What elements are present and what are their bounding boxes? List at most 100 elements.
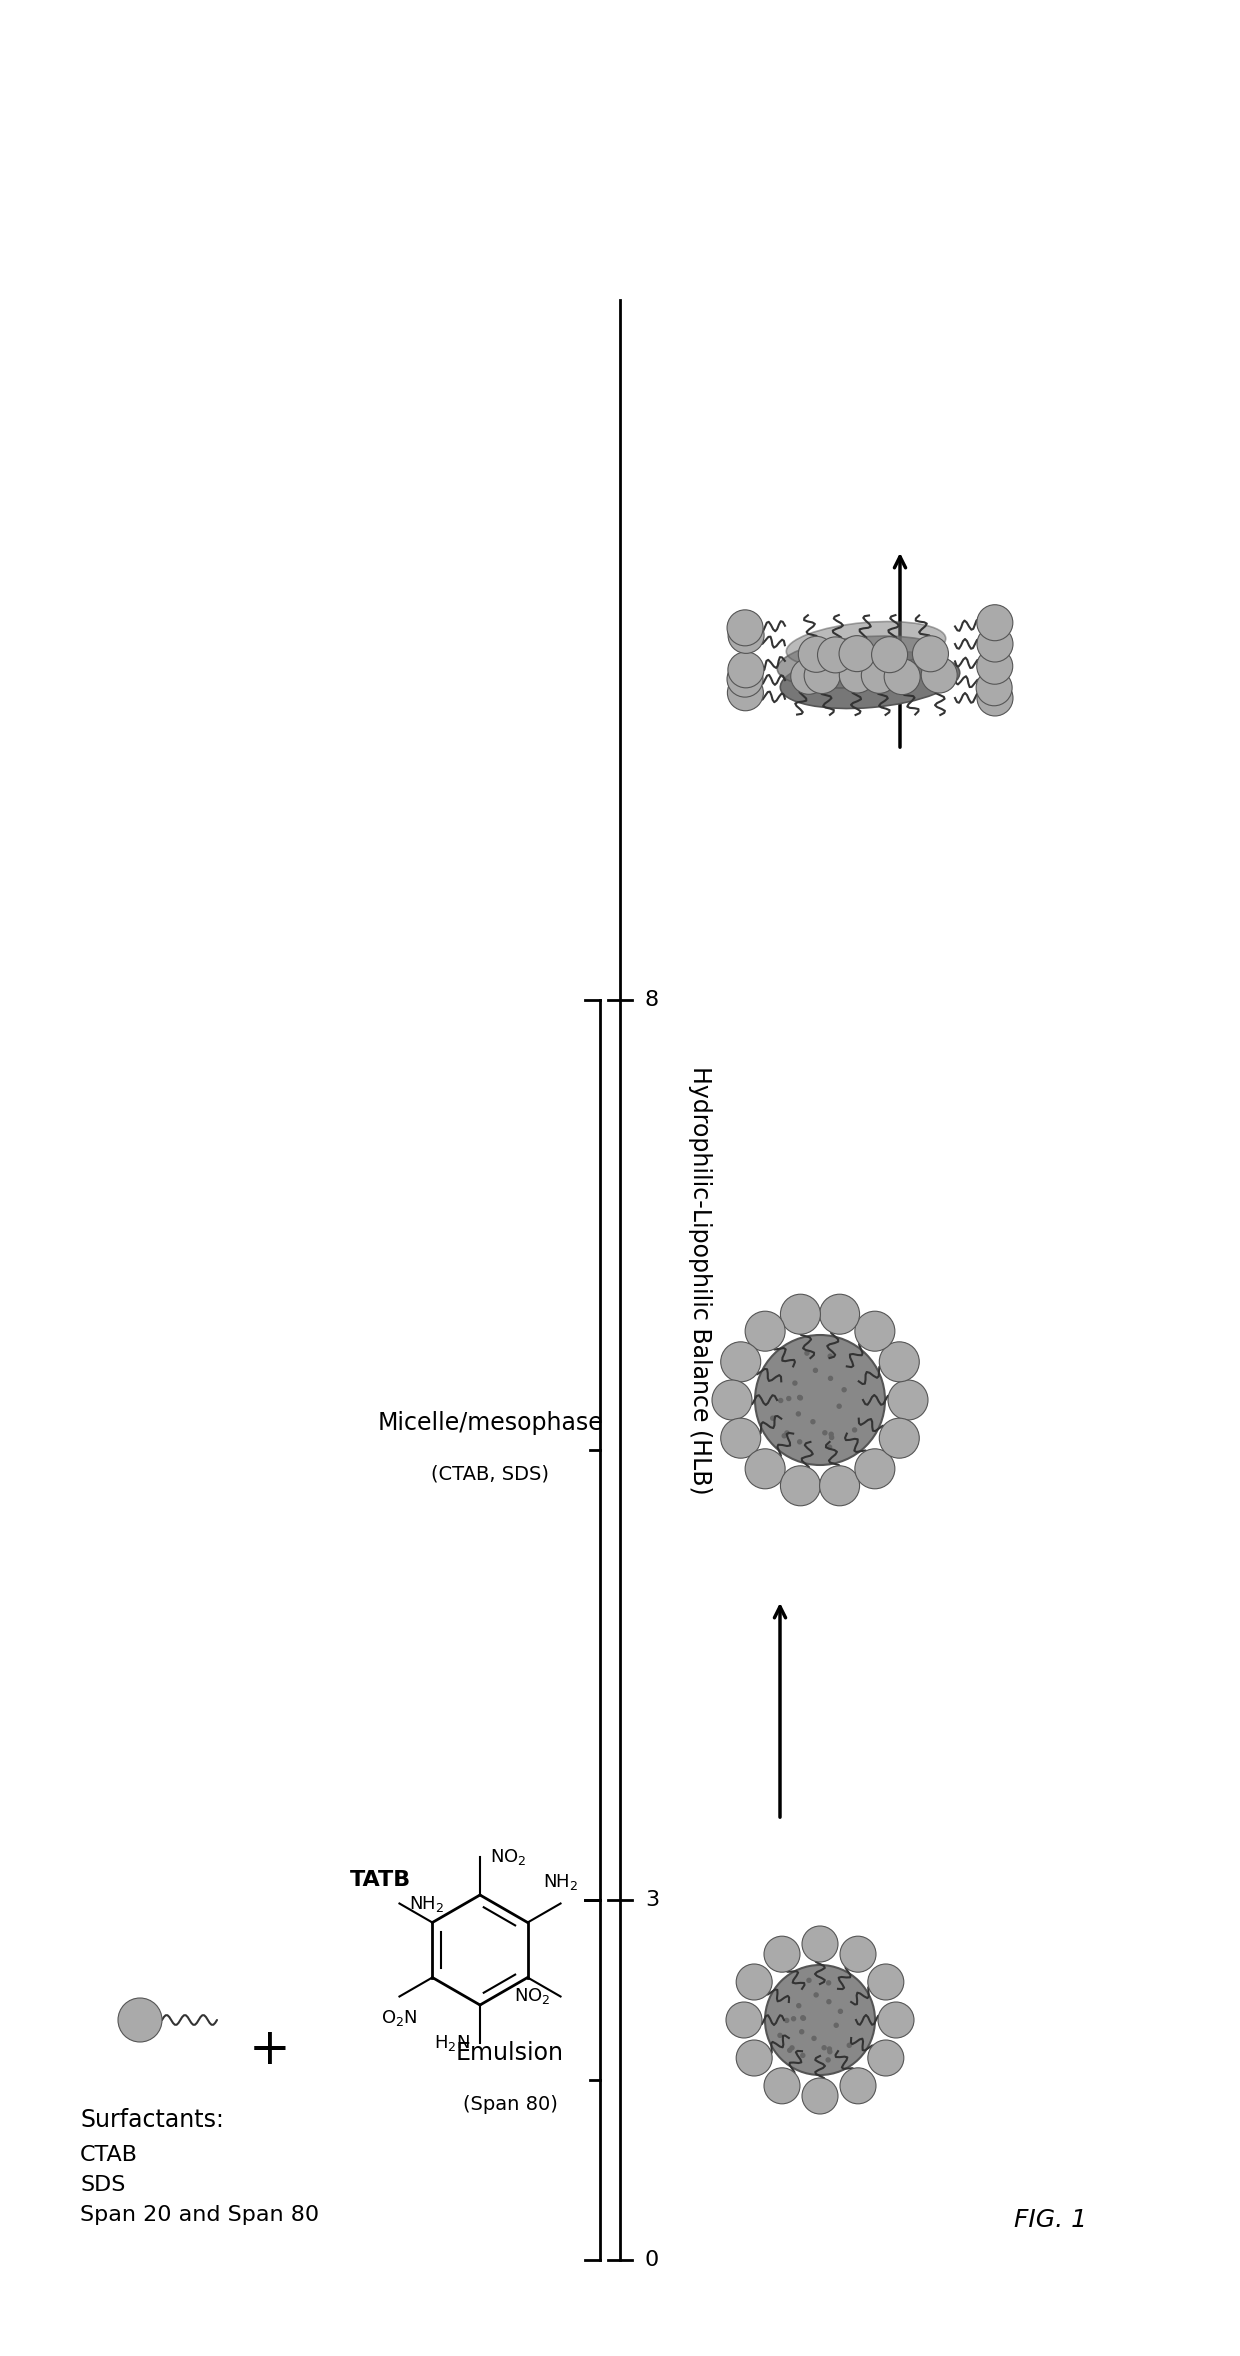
- Circle shape: [790, 2045, 794, 2050]
- Text: 0: 0: [645, 2250, 660, 2269]
- Circle shape: [811, 1421, 815, 1423]
- Circle shape: [755, 1336, 885, 1465]
- Ellipse shape: [786, 622, 946, 669]
- Circle shape: [862, 657, 898, 693]
- Circle shape: [888, 1381, 928, 1421]
- Circle shape: [787, 2047, 791, 2052]
- Circle shape: [786, 1397, 791, 1399]
- Circle shape: [712, 1381, 751, 1421]
- Circle shape: [764, 1937, 800, 1972]
- Circle shape: [792, 1381, 797, 1385]
- Circle shape: [827, 1444, 832, 1449]
- Circle shape: [728, 653, 764, 688]
- Circle shape: [802, 1925, 838, 1963]
- Text: Micelle/mesophase: Micelle/mesophase: [377, 1411, 603, 1435]
- Circle shape: [913, 636, 949, 671]
- Circle shape: [977, 681, 1013, 716]
- Circle shape: [799, 1395, 802, 1399]
- Circle shape: [977, 627, 1013, 662]
- Circle shape: [813, 1369, 817, 1371]
- Circle shape: [868, 1965, 904, 2000]
- Text: SDS: SDS: [81, 2175, 125, 2196]
- Text: NH$_2$: NH$_2$: [409, 1894, 445, 1913]
- Text: 3: 3: [645, 1890, 660, 1911]
- Text: Emulsion: Emulsion: [456, 2040, 564, 2064]
- Circle shape: [797, 2003, 801, 2007]
- Circle shape: [802, 2078, 838, 2113]
- Circle shape: [884, 660, 920, 695]
- Circle shape: [854, 1312, 895, 1352]
- Circle shape: [797, 1395, 801, 1399]
- Circle shape: [725, 2003, 763, 2038]
- Circle shape: [879, 1418, 919, 1458]
- Circle shape: [745, 1312, 785, 1352]
- Circle shape: [817, 636, 853, 674]
- Circle shape: [815, 1993, 818, 1998]
- Circle shape: [764, 2069, 800, 2104]
- Circle shape: [868, 2040, 904, 2076]
- Text: FIG. 1: FIG. 1: [1013, 2208, 1086, 2231]
- Circle shape: [820, 1465, 859, 1505]
- Circle shape: [847, 2043, 851, 2047]
- Circle shape: [837, 1404, 841, 1409]
- Text: Span 20 and Span 80: Span 20 and Span 80: [81, 2205, 319, 2224]
- Circle shape: [828, 1376, 832, 1381]
- Text: TATB: TATB: [350, 1871, 410, 1890]
- Text: H$_2$N: H$_2$N: [434, 2033, 470, 2052]
- Circle shape: [839, 2069, 875, 2104]
- Circle shape: [771, 1416, 775, 1421]
- Circle shape: [791, 2017, 796, 2021]
- Circle shape: [826, 2057, 830, 2062]
- Circle shape: [728, 674, 764, 712]
- Circle shape: [780, 1465, 821, 1505]
- Circle shape: [838, 2010, 842, 2014]
- Circle shape: [720, 1418, 760, 1458]
- Circle shape: [823, 1430, 827, 1435]
- Circle shape: [827, 1981, 831, 1984]
- Circle shape: [782, 1435, 786, 1437]
- Circle shape: [797, 1440, 802, 1444]
- Circle shape: [822, 2045, 826, 2050]
- Circle shape: [118, 1998, 162, 2043]
- Circle shape: [799, 636, 835, 671]
- Circle shape: [854, 1449, 895, 1489]
- Ellipse shape: [780, 653, 960, 709]
- Circle shape: [779, 1399, 782, 1402]
- Circle shape: [800, 2031, 804, 2033]
- Circle shape: [835, 2024, 838, 2026]
- Text: NO$_2$: NO$_2$: [490, 1847, 527, 1866]
- Circle shape: [805, 657, 841, 693]
- Text: Surfactants:: Surfactants:: [81, 2109, 224, 2132]
- Circle shape: [780, 1293, 821, 1333]
- Circle shape: [812, 2036, 816, 2040]
- Circle shape: [820, 1293, 859, 1333]
- Circle shape: [720, 1343, 760, 1383]
- Text: NH$_2$: NH$_2$: [543, 1871, 578, 1892]
- Circle shape: [839, 636, 875, 671]
- Circle shape: [879, 1343, 919, 1383]
- Circle shape: [745, 1449, 785, 1489]
- Circle shape: [737, 1965, 773, 2000]
- Circle shape: [839, 1937, 875, 1972]
- Circle shape: [801, 2054, 805, 2057]
- Text: 8: 8: [645, 990, 660, 1011]
- Circle shape: [828, 2050, 832, 2054]
- Circle shape: [853, 1428, 857, 1432]
- Circle shape: [977, 648, 1013, 683]
- Circle shape: [791, 657, 827, 695]
- Circle shape: [801, 2017, 806, 2019]
- Circle shape: [727, 662, 763, 697]
- Circle shape: [872, 636, 908, 674]
- Text: +: +: [249, 2026, 291, 2076]
- Circle shape: [830, 1435, 833, 1440]
- Circle shape: [827, 2000, 831, 2003]
- Circle shape: [921, 657, 957, 693]
- Circle shape: [765, 1965, 875, 2076]
- Circle shape: [785, 2019, 789, 2021]
- Circle shape: [977, 605, 1013, 641]
- Text: Hydrophilic-Lipophilic Balance (HLB): Hydrophilic-Lipophilic Balance (HLB): [688, 1065, 712, 1494]
- Text: O$_2$N: O$_2$N: [381, 2010, 418, 2029]
- Text: CTAB: CTAB: [81, 2144, 138, 2165]
- Text: (Span 80): (Span 80): [463, 2094, 558, 2113]
- Circle shape: [796, 1411, 800, 1416]
